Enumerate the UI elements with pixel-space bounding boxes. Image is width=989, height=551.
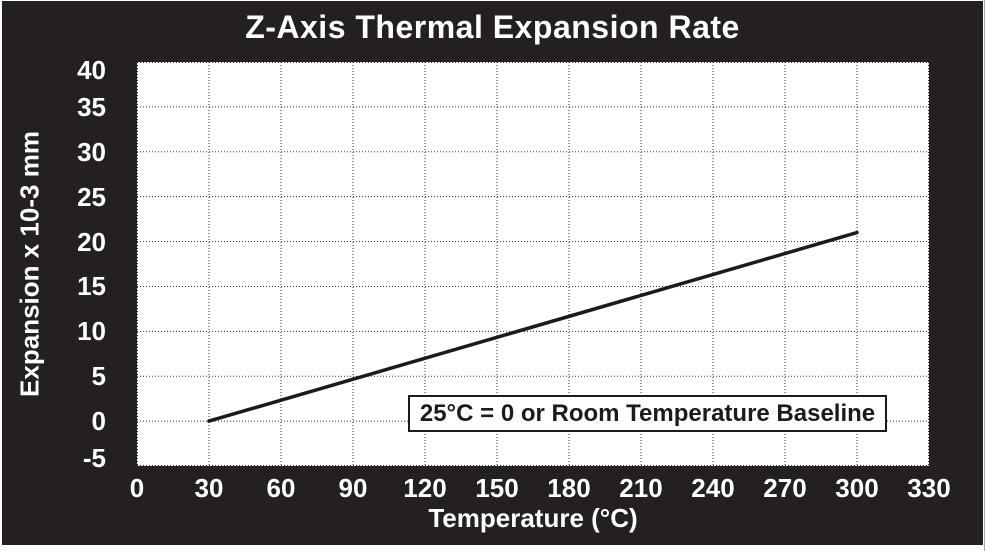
y-tick-label: 15 — [77, 271, 106, 302]
x-tick-label: 90 — [338, 473, 368, 503]
annotation-text: 25°C = 0 or Room Temperature Baseline — [419, 399, 876, 427]
y-tick-label: 10 — [77, 316, 106, 347]
y-tick-label: 0 — [91, 406, 106, 437]
y-tick-label: 40 — [77, 55, 106, 85]
y-axis-tick-labels: 40 35 30 25 20 15 10 5 0 -5 — [0, 55, 106, 473]
annotation-box: 25°C = 0 or Room Temperature Baseline — [408, 395, 887, 432]
x-tick-label: 60 — [266, 473, 296, 503]
y-tick-label: 35 — [77, 91, 106, 122]
y-tick-label: 20 — [77, 226, 106, 257]
series-line — [207, 230, 859, 423]
page-edge-line — [984, 0, 985, 551]
x-tick-label: 210 — [619, 473, 663, 503]
x-axis-tick-labels: 0 30 60 90 120 150 180 210 240 270 300 330 — [130, 472, 951, 504]
x-tick-label: 120 — [403, 473, 447, 503]
y-tick-label: 30 — [77, 136, 106, 167]
x-tick-label: 180 — [547, 473, 591, 503]
x-tick-label: 300 — [835, 473, 879, 503]
x-axis-label: Temperature (°C) — [428, 503, 638, 533]
y-tick-label: -5 — [82, 443, 106, 473]
y-tick-label: 25 — [77, 181, 106, 212]
chart-title: Z-Axis Thermal Expansion Rate — [245, 9, 740, 45]
x-tick-label: 240 — [691, 473, 735, 503]
x-tick-label: 0 — [129, 473, 145, 503]
x-tick-label: 30 — [194, 473, 224, 503]
y-tick-label: 5 — [91, 361, 106, 392]
x-tick-label: 150 — [475, 473, 519, 503]
x-tick-label: 270 — [763, 473, 807, 503]
x-tick-label: 330 — [907, 473, 951, 503]
